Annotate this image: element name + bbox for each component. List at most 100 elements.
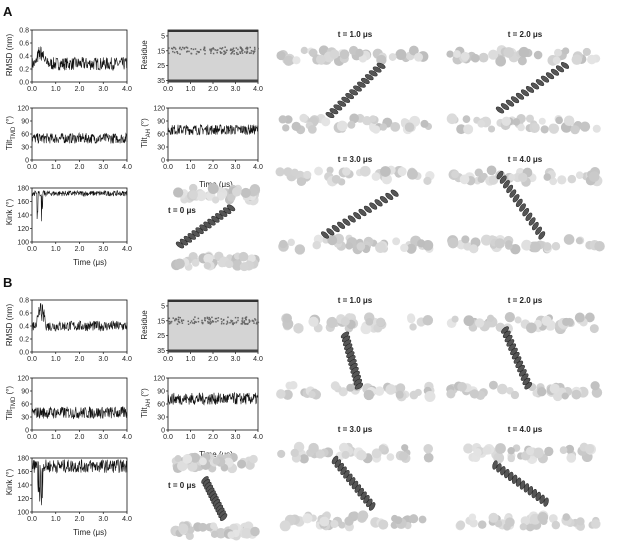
lipid-bead (303, 170, 312, 180)
heat-cell (223, 53, 225, 56)
lipid-bead (591, 519, 601, 529)
heat-cell (177, 300, 179, 302)
heat-cell (196, 300, 198, 302)
heat-cell (207, 322, 210, 324)
heat-cell (188, 349, 190, 352)
heat-cell (201, 349, 203, 352)
helix-turn (342, 218, 351, 226)
heat-cell (207, 30, 209, 32)
lipid-bead (350, 511, 359, 520)
lipid-bead (355, 48, 364, 57)
heat-cell (221, 349, 223, 352)
heat-cell (197, 320, 200, 323)
heat-cell (193, 30, 195, 32)
lipid-bead (584, 444, 595, 454)
lipid-bead (451, 315, 459, 323)
heat-cell (201, 321, 203, 324)
heat-cell (200, 79, 202, 82)
heat-cell (175, 317, 177, 320)
lipid-bead (196, 190, 207, 202)
helix-turn (527, 486, 534, 496)
heat-cell (187, 79, 189, 82)
helix-turn (509, 189, 517, 198)
heat-cell (168, 349, 170, 352)
heat-cell (195, 349, 197, 352)
lipid-bead (357, 510, 369, 521)
peptide-helix-0 (325, 62, 386, 119)
lipid-bead (225, 260, 234, 269)
lipid-bead (217, 258, 227, 268)
heat-cell (255, 30, 257, 32)
helix-turn (187, 233, 196, 240)
heat-cell (214, 300, 216, 302)
heat-cell (186, 300, 188, 302)
lipid-bead (549, 177, 558, 186)
heat-cell (235, 300, 237, 302)
heat-cell (248, 52, 251, 54)
membrane-snapshot-3 (447, 165, 605, 255)
heat-cell (257, 321, 260, 324)
heat-cell (204, 30, 206, 32)
heat-cell (248, 321, 251, 323)
lipid-bead (478, 52, 489, 63)
heat-cell (192, 30, 194, 32)
lipid-bead (356, 242, 366, 251)
heat-cell (168, 79, 170, 82)
lipid-bead (510, 244, 521, 255)
heat-cell (223, 50, 225, 52)
heat-cell (202, 322, 204, 324)
heat-cell (214, 317, 217, 320)
heatmap-bg (168, 30, 258, 82)
x-tick-label: 0.0 (163, 356, 173, 363)
heat-cell (213, 30, 215, 32)
heat-cell (177, 79, 179, 82)
heat-cell (188, 50, 190, 53)
heat-cell (187, 323, 190, 325)
heat-cell (244, 51, 246, 53)
plot-a-3: 0 30 60 90 120 0.0 1.0 2.0 3.0 4.0 (153, 106, 263, 172)
heat-cell (181, 30, 183, 32)
lipid-bead (460, 51, 470, 61)
heat-cell (218, 300, 220, 302)
heat-cell (191, 79, 193, 82)
lipid-bead (488, 512, 499, 523)
helix-turn (539, 494, 545, 504)
heat-cell (192, 48, 195, 51)
ylabel-b-rmsd: RMSD (nm) (5, 304, 14, 347)
heat-cell (189, 300, 191, 302)
helix-turn (320, 231, 330, 239)
heat-cell (245, 316, 247, 319)
heat-cell (203, 47, 206, 49)
heat-cell (222, 349, 224, 352)
heat-cell (244, 349, 246, 352)
heat-cell (246, 349, 248, 352)
heat-cell (193, 79, 195, 82)
helix-turn (374, 199, 383, 207)
lipid-bead (394, 516, 403, 525)
heat-cell (248, 349, 250, 352)
heat-cell (178, 79, 180, 82)
heat-cell (231, 322, 234, 324)
heat-cell (239, 46, 242, 48)
lipid-bead (345, 242, 353, 250)
peptide-helix-4 (175, 204, 236, 249)
lipid-bead (488, 49, 499, 60)
heat-cell (241, 48, 243, 51)
heat-cell (249, 300, 251, 302)
heat-cell (233, 30, 235, 32)
lipid-bead (463, 124, 474, 135)
heat-cell (231, 320, 234, 322)
lipid-bead (379, 123, 388, 131)
heat-cell (200, 349, 202, 352)
lipid-bead (237, 459, 247, 469)
helix-turn (496, 463, 502, 473)
lipid-bead (552, 56, 561, 65)
heat-cell (168, 300, 170, 302)
heat-cell (176, 79, 178, 82)
heat-cell (231, 49, 233, 51)
xlabel-b-tilt-ah: Time (μs) (199, 450, 233, 459)
ylabel-b-kink: Kink (°) (5, 469, 14, 496)
heat-cell (211, 320, 214, 322)
y-tick-label: 90 (21, 119, 29, 126)
heat-cell (230, 300, 232, 302)
